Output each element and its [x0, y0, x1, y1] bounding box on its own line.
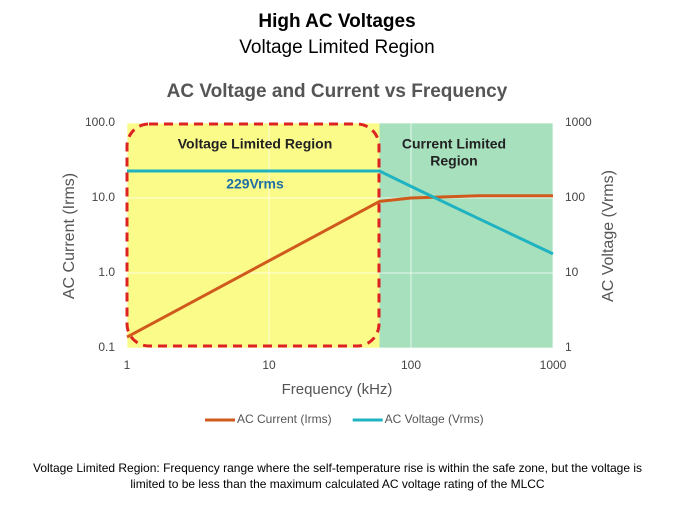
chart-title: AC Voltage and Current vs Frequency [167, 81, 508, 102]
y-axis-label: AC Current (Irms) [61, 173, 78, 299]
plot: Voltage Limited Region Current LimitedReg… [85, 115, 592, 426]
region [379, 123, 553, 348]
highlight-outline [125, 122, 381, 348]
region-label: Voltage Limited Region [178, 136, 333, 152]
page-subtitle: Voltage Limited Region [239, 37, 434, 58]
page-title: High AC Voltages [258, 11, 415, 32]
footnote-box: Voltage Limited Region: Frequency range … [32, 461, 642, 491]
y2-tick-label: 10 [565, 265, 579, 279]
y-tick-label: 100.0 [85, 115, 115, 129]
x-tick-label: 1000 [540, 358, 567, 372]
x-tick-label: 1 [124, 358, 131, 372]
region-label: Current Limited [402, 136, 506, 152]
footnote: Voltage Limited Region: Frequency range … [32, 461, 642, 491]
region-label: Region [430, 153, 477, 169]
legend-label: AC Current (Irms) [237, 412, 332, 426]
y2-tick-label: 1 [565, 340, 572, 354]
x-axis-label: Frequency (kHz) [282, 381, 393, 398]
y2-tick-label: 1000 [565, 115, 592, 129]
x-tick-label: 100 [401, 358, 421, 372]
series-line [127, 169, 554, 256]
annotation: 229Vrms [226, 176, 284, 192]
legend-label: AC Voltage (Vrms) [385, 412, 484, 426]
y-tick-label: 10.0 [92, 190, 116, 204]
y-tick-label: 0.1 [98, 340, 115, 354]
series-line [126, 194, 553, 339]
y-tick-label: 1.0 [98, 265, 115, 279]
y2-axis-label: AC Voltage (Vrms) [600, 170, 617, 302]
x-tick-label: 10 [262, 358, 276, 372]
region [127, 123, 380, 348]
y2-tick-label: 100 [565, 190, 585, 204]
